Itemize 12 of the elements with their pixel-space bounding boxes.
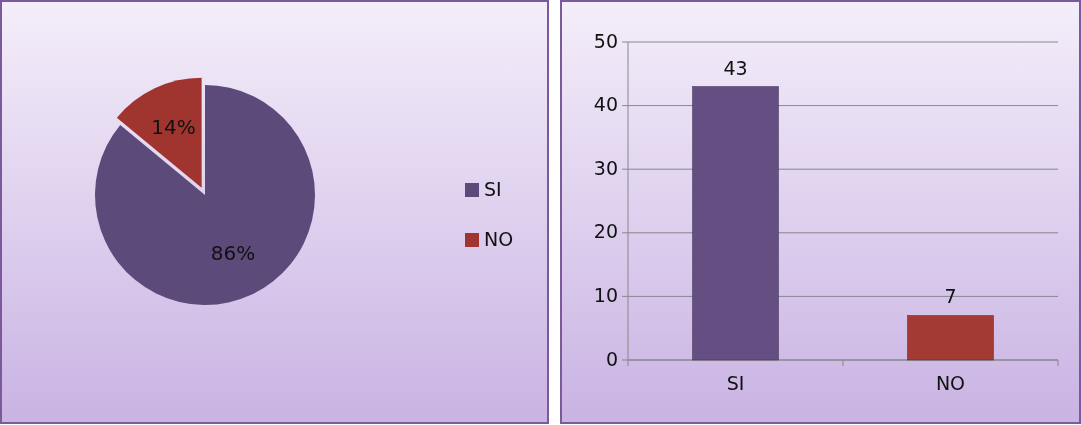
y-tick-label: 50 [593,29,618,52]
y-tick-label: 0 [605,347,618,370]
data-label: 43 [723,56,748,79]
y-tick-label: 30 [593,156,618,179]
y-tick-label: 10 [593,283,618,306]
data-label: 7 [944,285,957,308]
legend-label: SI [484,177,502,200]
data-label: 86% [210,241,256,266]
data-label: 14% [151,114,196,139]
legend-label: NO [484,227,514,250]
y-tick-label: 20 [593,220,618,243]
y-tick-label: 40 [593,93,618,116]
